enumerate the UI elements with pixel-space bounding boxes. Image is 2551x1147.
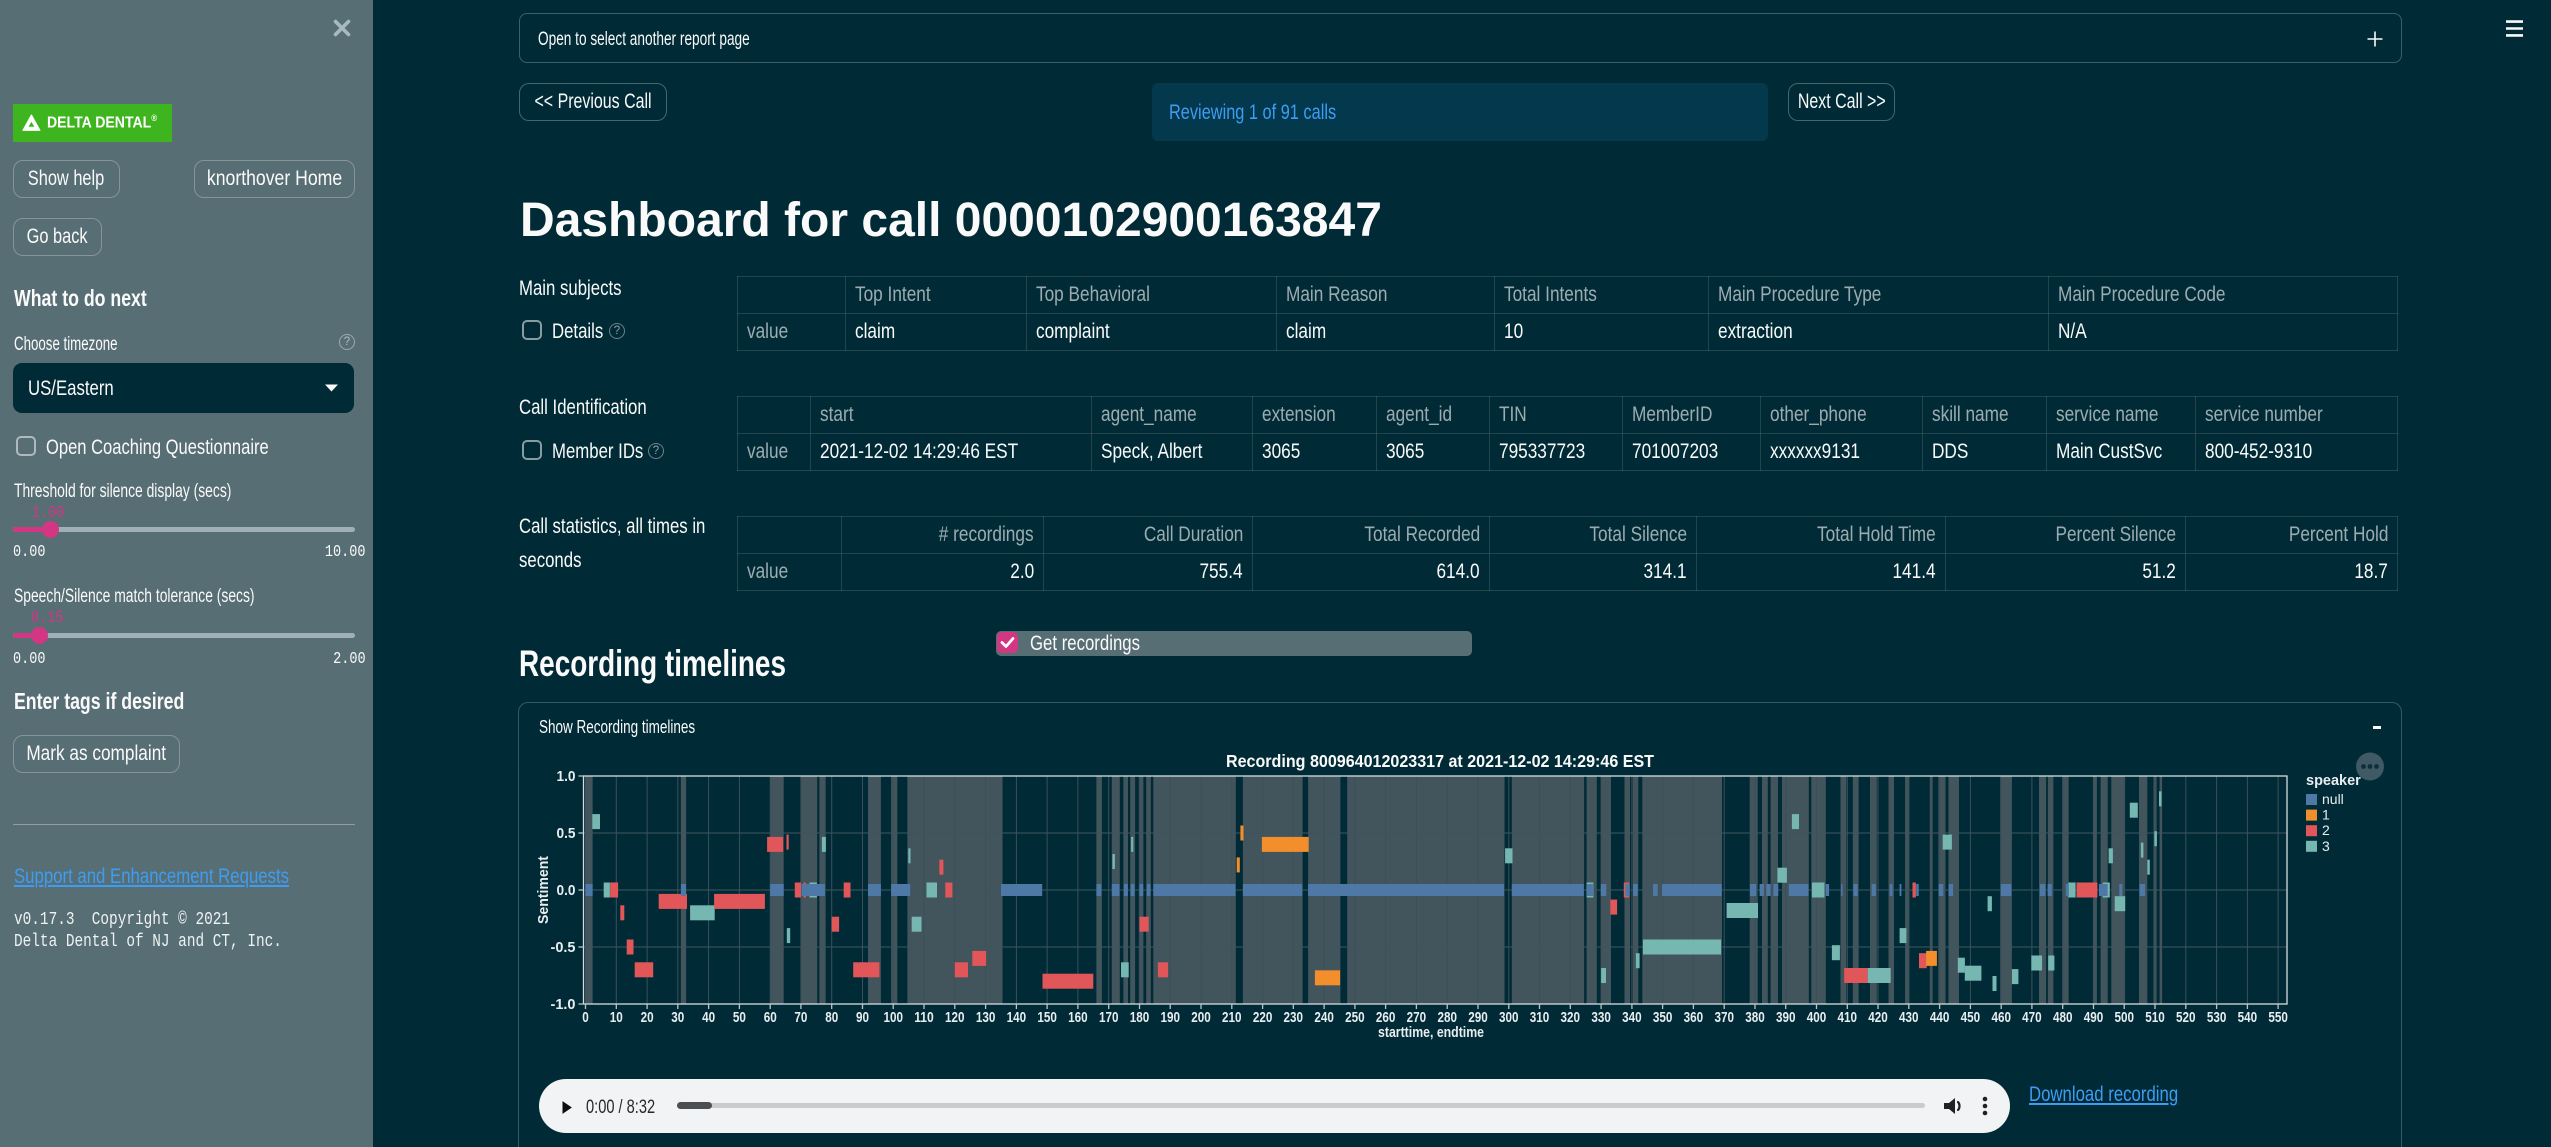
svg-text:Sentiment: Sentiment	[535, 856, 552, 924]
svg-text:150: 150	[1037, 1009, 1057, 1026]
svg-text:500: 500	[2114, 1009, 2134, 1026]
svg-text:starttime, endtime: starttime, endtime	[1378, 1024, 1484, 1041]
svg-text:310: 310	[1530, 1009, 1550, 1026]
svg-text:120: 120	[945, 1009, 965, 1026]
svg-text:430: 430	[1899, 1009, 1919, 1026]
svg-text:100: 100	[883, 1009, 903, 1026]
svg-text:80: 80	[825, 1009, 838, 1026]
svg-text:480: 480	[2053, 1009, 2073, 1026]
svg-text:350: 350	[1653, 1009, 1673, 1026]
svg-text:390: 390	[1776, 1009, 1796, 1026]
svg-text:70: 70	[794, 1009, 807, 1026]
svg-text:30: 30	[671, 1009, 684, 1026]
svg-text:-1.0: -1.0	[551, 996, 576, 1013]
svg-text:490: 490	[2084, 1009, 2104, 1026]
svg-text:140: 140	[1007, 1009, 1026, 1026]
svg-text:300: 300	[1499, 1009, 1519, 1026]
svg-text:90: 90	[856, 1009, 869, 1026]
svg-text:null: null	[2322, 791, 2344, 807]
svg-text:Recording 800964012023317 at 2: Recording 800964012023317 at 2021-12-02 …	[1226, 751, 1654, 771]
svg-text:20: 20	[641, 1009, 654, 1026]
svg-text:0.0: 0.0	[557, 882, 576, 899]
svg-text:380: 380	[1745, 1009, 1765, 1026]
svg-text:200: 200	[1191, 1009, 1211, 1026]
svg-text:540: 540	[2238, 1009, 2258, 1026]
svg-text:470: 470	[2022, 1009, 2042, 1026]
svg-text:40: 40	[702, 1009, 715, 1026]
svg-text:410: 410	[1838, 1009, 1858, 1026]
svg-text:10: 10	[610, 1009, 623, 1026]
svg-text:210: 210	[1222, 1009, 1242, 1026]
svg-text:240: 240	[1314, 1009, 1334, 1026]
svg-text:180: 180	[1130, 1009, 1150, 1026]
svg-text:220: 220	[1253, 1009, 1273, 1026]
svg-text:60: 60	[764, 1009, 777, 1026]
svg-text:1.0: 1.0	[557, 768, 576, 785]
svg-text:520: 520	[2176, 1009, 2196, 1026]
svg-text:510: 510	[2145, 1009, 2165, 1026]
svg-text:460: 460	[1991, 1009, 2011, 1026]
svg-text:110: 110	[914, 1009, 934, 1026]
svg-text:0: 0	[582, 1009, 589, 1026]
svg-text:160: 160	[1068, 1009, 1088, 1026]
svg-text:370: 370	[1714, 1009, 1734, 1026]
svg-text:450: 450	[1961, 1009, 1981, 1026]
svg-text:360: 360	[1684, 1009, 1704, 1026]
svg-text:130: 130	[976, 1009, 996, 1026]
svg-text:-0.5: -0.5	[551, 939, 576, 956]
svg-text:50: 50	[733, 1009, 746, 1026]
svg-text:440: 440	[1930, 1009, 1950, 1026]
svg-text:170: 170	[1099, 1009, 1119, 1026]
svg-text:0.5: 0.5	[557, 825, 576, 842]
svg-text:230: 230	[1284, 1009, 1304, 1026]
svg-text:330: 330	[1591, 1009, 1611, 1026]
svg-text:280: 280	[1437, 1009, 1457, 1026]
svg-text:550: 550	[2268, 1009, 2288, 1026]
svg-text:speaker: speaker	[2306, 773, 2361, 789]
svg-text:1: 1	[2322, 807, 2330, 823]
svg-text:320: 320	[1561, 1009, 1581, 1026]
svg-text:400: 400	[1807, 1009, 1827, 1026]
svg-text:3: 3	[2322, 838, 2330, 854]
svg-text:2: 2	[2322, 822, 2330, 838]
svg-text:420: 420	[1868, 1009, 1888, 1026]
svg-text:530: 530	[2207, 1009, 2227, 1026]
svg-text:270: 270	[1407, 1009, 1427, 1026]
svg-text:190: 190	[1160, 1009, 1180, 1026]
svg-text:290: 290	[1468, 1009, 1488, 1026]
svg-text:250: 250	[1345, 1009, 1365, 1026]
svg-text:260: 260	[1376, 1009, 1396, 1026]
svg-text:340: 340	[1622, 1009, 1642, 1026]
